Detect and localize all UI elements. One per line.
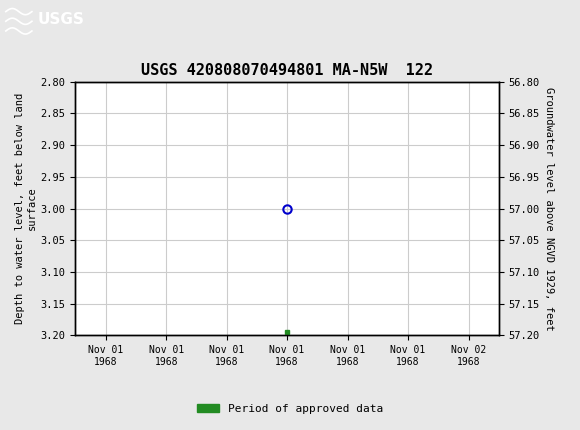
Y-axis label: Depth to water level, feet below land
surface: Depth to water level, feet below land su… xyxy=(15,93,37,324)
Legend: Period of approved data: Period of approved data xyxy=(193,399,387,418)
Text: USGS: USGS xyxy=(38,12,85,27)
Y-axis label: Groundwater level above NGVD 1929, feet: Groundwater level above NGVD 1929, feet xyxy=(544,87,554,330)
Title: USGS 420808070494801 MA-N5W  122: USGS 420808070494801 MA-N5W 122 xyxy=(141,63,433,78)
